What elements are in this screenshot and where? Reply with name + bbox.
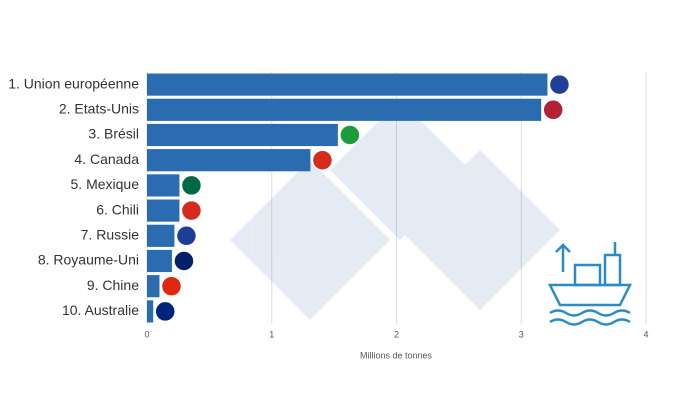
flag-icon [339, 124, 361, 146]
flag-icon [180, 174, 203, 197]
bar [147, 249, 172, 273]
x-axis-title: Millions de tonnes [360, 350, 433, 360]
bar [147, 275, 160, 298]
bar [147, 149, 311, 172]
y-tick-label: 6. Chili [96, 201, 139, 217]
x-tick-label: 4 [643, 329, 648, 339]
flag-icon [542, 99, 564, 121]
flag-icon [154, 300, 176, 323]
flag-icon [548, 73, 571, 96]
ship-icon [547, 242, 633, 326]
y-tick-label: 10. Australie [62, 302, 139, 318]
bar [147, 199, 180, 222]
y-tick-label: 2. Etats-Unis [59, 101, 139, 117]
x-tick-label: 0 [144, 329, 149, 339]
y-tick-label: 9. Chine [87, 277, 139, 293]
y-tick-label: 8. Royaume-Uni [38, 252, 139, 268]
y-tick-label: 4. Canada [74, 151, 139, 167]
x-tick-label: 2 [394, 329, 399, 339]
y-tick-label: 3. Brésil [88, 126, 139, 142]
flag-icon [160, 275, 183, 297]
y-tick-label: 7. Russie [81, 227, 140, 243]
bar [147, 174, 180, 197]
bar [147, 300, 154, 323]
x-tick-label: 3 [519, 329, 524, 339]
bar [147, 123, 338, 147]
flag-icon [311, 149, 334, 171]
bar [147, 73, 548, 96]
bar [147, 98, 542, 121]
y-tick-label: 1. Union européenne [8, 75, 139, 91]
flag-icon [173, 250, 195, 272]
flag-icon [180, 199, 203, 222]
watermark [230, 100, 560, 320]
flag-icon [175, 225, 198, 247]
x-tick-label: 1 [269, 329, 274, 339]
bar [147, 224, 175, 247]
y-tick-label: 5. Mexique [71, 176, 140, 192]
